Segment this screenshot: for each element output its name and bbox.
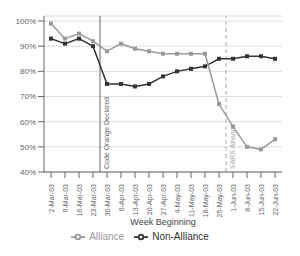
svg-text:15-Jun-03: 15-Jun-03 — [258, 184, 265, 216]
svg-text:80%: 80% — [20, 67, 36, 76]
svg-text:60%: 60% — [20, 118, 36, 127]
svg-text:4-May-03: 4-May-03 — [174, 184, 182, 214]
svg-text:30-Mar-03: 30-Mar-03 — [104, 184, 111, 216]
html-text:Non-Alliance: Non-Alliance — [152, 230, 209, 242]
svg-text:1-Jun-03: 1-Jun-03 — [230, 184, 237, 212]
svg-text:11-May-03: 11-May-03 — [188, 184, 196, 217]
svg-text:25-May-03: 25-May-03 — [216, 184, 224, 218]
svg-text:90%: 90% — [20, 42, 36, 51]
svg-text:SARS Alliance: SARS Alliance — [229, 123, 236, 169]
svg-text:8-Jun-03: 8-Jun-03 — [244, 184, 251, 212]
svg-text:23-Mar-03: 23-Mar-03 — [90, 184, 97, 216]
svg-text:22-Jun-03: 22-Jun-03 — [272, 184, 279, 216]
svg-text:2-Mar-03: 2-Mar-03 — [48, 184, 55, 213]
svg-text:Code Orange Declared: Code Orange Declared — [103, 97, 111, 169]
svg-text:Week Beginning: Week Beginning — [130, 217, 195, 227]
svg-text:20-Apr-03: 20-Apr-03 — [146, 184, 154, 215]
svg-text:13-Apr-03: 13-Apr-03 — [132, 184, 140, 215]
svg-text:27-Apr-03: 27-Apr-03 — [160, 184, 168, 215]
svg-text:70%: 70% — [20, 92, 36, 101]
svg-text:100%: 100% — [16, 17, 36, 26]
svg-text:18-May-03: 18-May-03 — [202, 184, 210, 218]
svg-text:16-Mar-03: 16-Mar-03 — [76, 184, 83, 216]
svg-text:40%: 40% — [20, 168, 36, 177]
svg-text:9-Mar-03: 9-Mar-03 — [62, 184, 69, 213]
svg-text:6-Apr-03: 6-Apr-03 — [118, 184, 126, 211]
html-text:Alliance: Alliance — [89, 230, 125, 242]
svg-text:50%: 50% — [20, 143, 36, 152]
